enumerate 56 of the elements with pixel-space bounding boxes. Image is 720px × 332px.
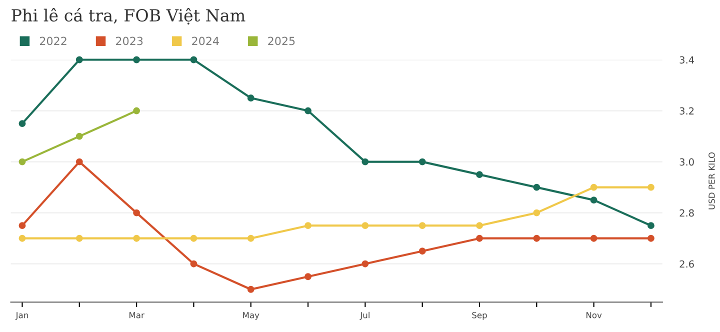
legend-label: 2022 [40,36,66,46]
point [133,56,140,64]
point [18,120,26,128]
point [133,234,140,242]
point [190,260,198,268]
y-tick-label: 3.0 [680,158,694,166]
point [647,222,654,230]
point [190,234,198,242]
point [476,234,483,242]
point [590,234,598,242]
point [476,171,483,178]
y-axis-title: USD PER KILO [708,152,715,210]
x-tick-label: Mar [130,312,144,318]
point [533,184,540,191]
point [133,107,140,114]
point [190,56,198,64]
point [418,158,426,166]
point [590,196,598,204]
point [362,260,369,268]
point [362,158,369,166]
point [647,184,654,191]
point [133,209,140,216]
legend-label: 2024 [192,36,219,46]
y-tick-label: 2.6 [680,260,694,268]
point [76,132,83,140]
y-tick-label: 3.2 [680,107,694,115]
chart-title: Phi lê cá tra, FOB Việt Nam [12,8,246,24]
point [18,234,26,242]
point [533,209,540,216]
point [76,56,83,64]
point [476,222,483,230]
point [76,234,83,242]
x-tick-label: Sep [472,312,487,320]
y-tick-label: 3.4 [680,56,694,64]
point [18,222,26,230]
y-tick-label: 2.8 [680,209,694,217]
point [590,184,598,191]
point [362,222,369,230]
point [247,234,254,242]
point [533,234,540,242]
point [647,234,654,242]
point [247,286,254,293]
point [418,248,426,255]
point [304,107,312,114]
x-tick-label: Nov [586,312,602,318]
point [304,273,312,280]
legend-label: 2023 [116,36,143,46]
point [418,222,426,230]
point [76,158,83,166]
point [304,222,312,230]
point [247,94,254,102]
legend-label: 2025 [268,36,295,46]
point [18,158,26,166]
x-tick-label: May [243,312,260,320]
x-tick-label: Jul [360,312,370,320]
x-tick-label: Jan [15,312,28,320]
